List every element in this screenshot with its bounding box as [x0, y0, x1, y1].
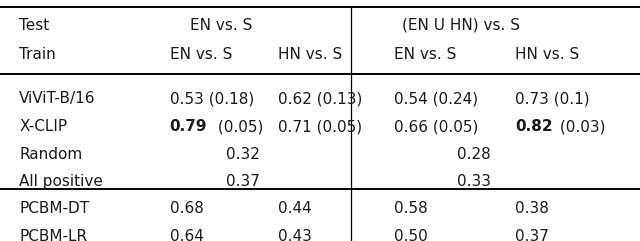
Text: 0.58: 0.58 [394, 201, 428, 216]
Text: 0.68: 0.68 [170, 201, 204, 216]
Text: 0.73 (0.1): 0.73 (0.1) [515, 91, 590, 106]
Text: 0.32: 0.32 [227, 147, 260, 162]
Text: Random: Random [19, 147, 83, 162]
Text: 0.71 (0.05): 0.71 (0.05) [278, 119, 362, 134]
Text: Test: Test [19, 18, 49, 33]
Text: 0.53 (0.18): 0.53 (0.18) [170, 91, 254, 106]
Text: Train: Train [19, 47, 56, 62]
Text: 0.37: 0.37 [227, 174, 260, 189]
Text: (0.03): (0.03) [555, 119, 605, 134]
Text: 0.82: 0.82 [515, 119, 553, 134]
Text: PCBM-DT: PCBM-DT [19, 201, 90, 216]
Text: EN vs. S: EN vs. S [394, 47, 456, 62]
Text: HN vs. S: HN vs. S [515, 47, 579, 62]
Text: EN vs. S: EN vs. S [189, 18, 252, 33]
Text: 0.33: 0.33 [456, 174, 491, 189]
Text: ViViT-B/16: ViViT-B/16 [19, 91, 96, 106]
Text: 0.66 (0.05): 0.66 (0.05) [394, 119, 478, 134]
Text: 0.38: 0.38 [515, 201, 549, 216]
Text: 0.44: 0.44 [278, 201, 312, 216]
Text: (0.05): (0.05) [213, 119, 264, 134]
Text: 0.64: 0.64 [170, 229, 204, 241]
Text: 0.28: 0.28 [457, 147, 490, 162]
Text: All positive: All positive [19, 174, 103, 189]
Text: (EN U HN) vs. S: (EN U HN) vs. S [402, 18, 520, 33]
Text: EN vs. S: EN vs. S [170, 47, 232, 62]
Text: 0.62 (0.13): 0.62 (0.13) [278, 91, 363, 106]
Text: 0.50: 0.50 [394, 229, 428, 241]
Text: 0.54 (0.24): 0.54 (0.24) [394, 91, 477, 106]
Text: 0.43: 0.43 [278, 229, 312, 241]
Text: X-CLIP: X-CLIP [19, 119, 67, 134]
Text: HN vs. S: HN vs. S [278, 47, 342, 62]
Text: 0.37: 0.37 [515, 229, 549, 241]
Text: 0.79: 0.79 [170, 119, 207, 134]
Text: PCBM-LR: PCBM-LR [19, 229, 87, 241]
